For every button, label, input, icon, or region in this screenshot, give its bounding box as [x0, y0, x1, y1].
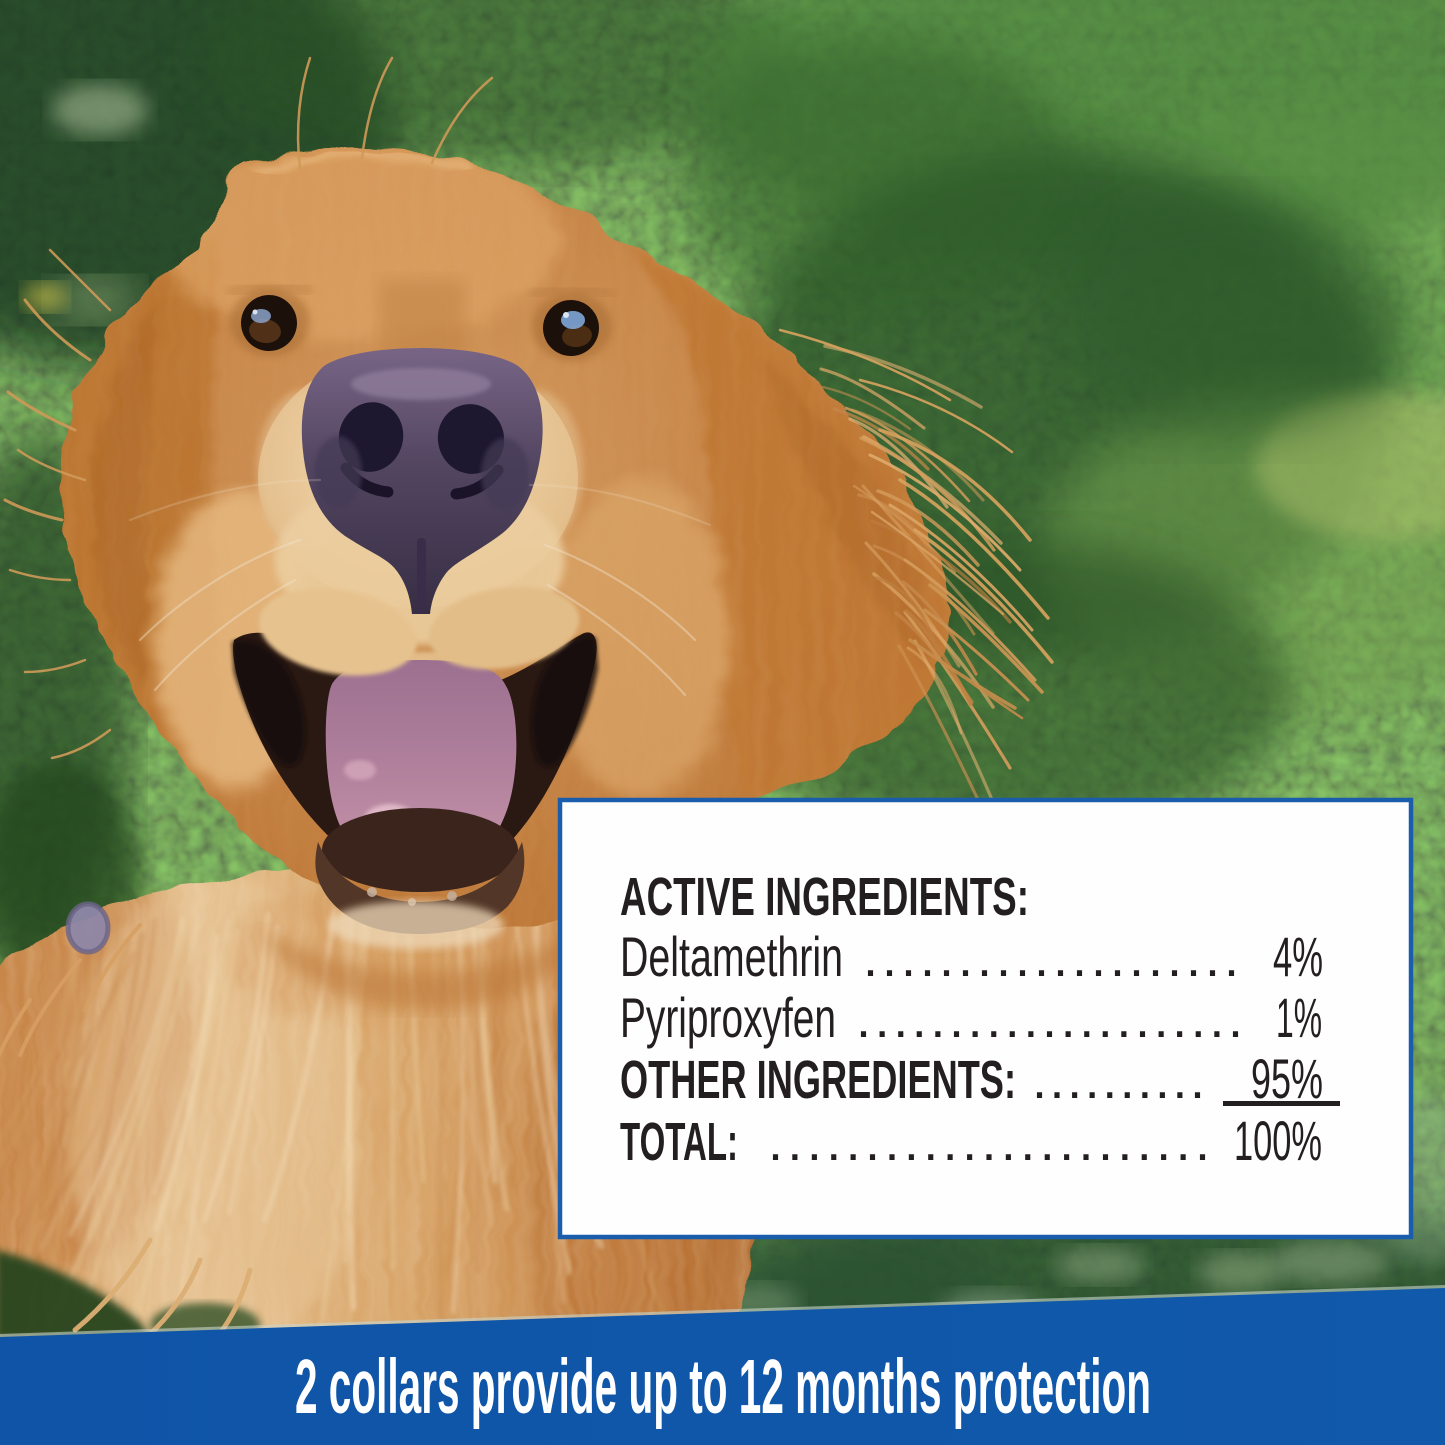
- svg-text:1%: 1%: [1276, 986, 1322, 1049]
- svg-text:95%: 95%: [1251, 1047, 1323, 1110]
- svg-text:Deltamethrin: Deltamethrin: [620, 925, 843, 988]
- svg-text:.......................: .......................: [768, 1112, 1210, 1172]
- svg-text:100%: 100%: [1234, 1109, 1322, 1172]
- svg-text:TOTAL:: TOTAL:: [620, 1112, 738, 1172]
- svg-text:Pyriproxyfen: Pyriproxyfen: [620, 986, 836, 1049]
- svg-text:ACTIVE INGREDIENTS:: ACTIVE INGREDIENTS:: [620, 867, 1029, 927]
- svg-text:OTHER INGREDIENTS:: OTHER INGREDIENTS:: [620, 1050, 1016, 1110]
- svg-text:4%: 4%: [1273, 925, 1323, 988]
- svg-text:2 collars provide up to 12 mon: 2 collars provide up to 12 months protec…: [295, 1344, 1151, 1430]
- svg-text:.....................: .....................: [856, 989, 1243, 1049]
